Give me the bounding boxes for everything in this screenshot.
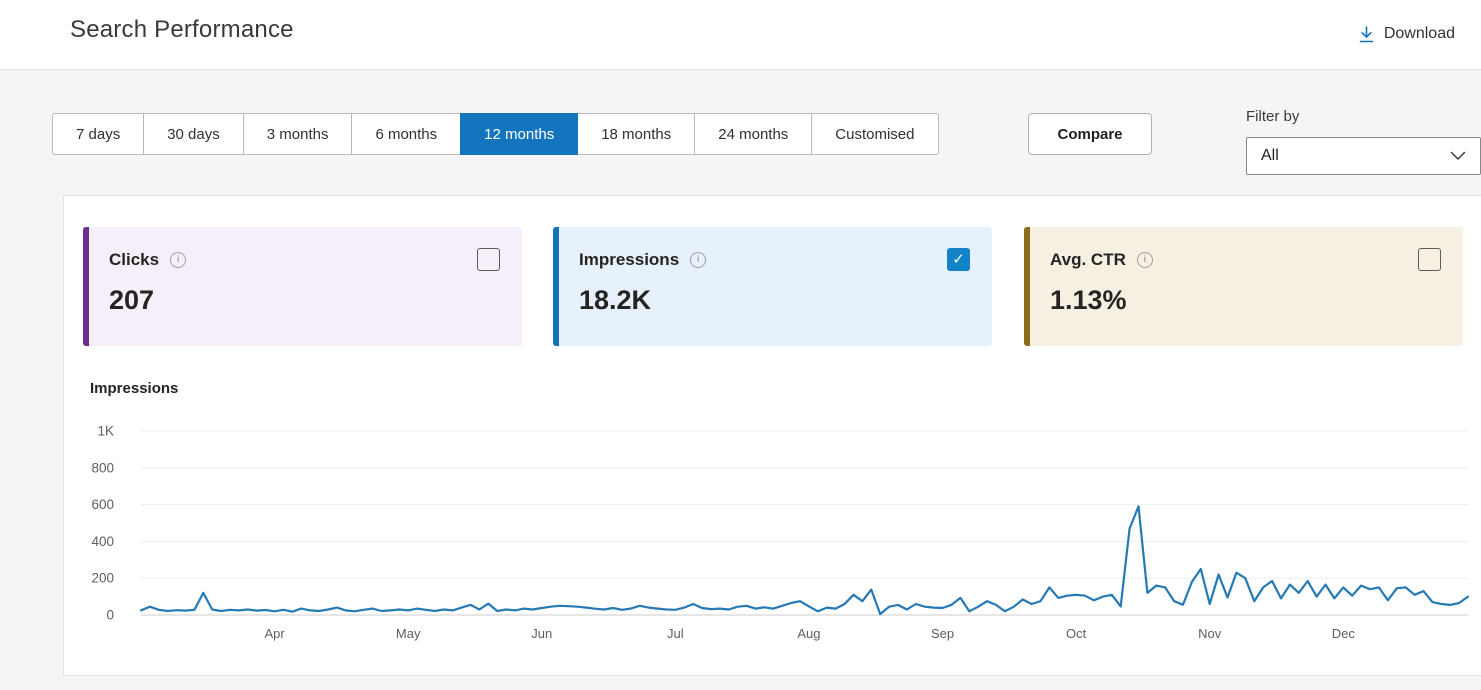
y-tick-label: 0	[106, 608, 114, 623]
avg-ctr-label-row: Avg. CTR i	[1050, 250, 1153, 270]
y-tick-label: 600	[91, 497, 114, 512]
tab-30-days[interactable]: 30 days	[143, 113, 244, 155]
compare-button[interactable]: Compare	[1028, 113, 1152, 155]
x-tick-label: Apr	[264, 626, 285, 641]
y-tick-label: 1K	[97, 424, 114, 439]
impressions-card: Impressions i ✓ 18.2K	[553, 227, 992, 346]
x-tick-label: May	[396, 626, 421, 641]
chevron-down-icon	[1450, 151, 1466, 161]
clicks-value: 207	[109, 285, 155, 315]
x-tick-label: Dec	[1332, 626, 1356, 641]
y-tick-label: 800	[91, 460, 114, 475]
tab-7-days[interactable]: 7 days	[52, 113, 145, 155]
download-label: Download	[1383, 25, 1455, 42]
impressions-value: 18.2K	[579, 285, 652, 315]
clicks-label: Clicks	[109, 250, 160, 269]
tab-3-months[interactable]: 3 months	[242, 113, 353, 155]
tab-18-months[interactable]: 18 months	[577, 113, 696, 155]
avg-ctr-label: Avg. CTR	[1050, 250, 1126, 269]
clicks-checkbox[interactable]	[477, 248, 500, 271]
tab-12-months[interactable]: 12 months	[460, 113, 579, 155]
tab-24-months[interactable]: 24 months	[694, 113, 813, 155]
download-icon	[1359, 25, 1374, 43]
metrics-panel: Clicks i 207 Impressions i ✓ 18.2K Avg. CTR i 1.1…	[63, 195, 1481, 676]
avg-ctr-value: 1.13%	[1050, 285, 1127, 315]
page-header: Search Performance Download	[0, 0, 1481, 70]
impressions-label: Impressions	[579, 250, 680, 269]
x-tick-label: Aug	[797, 626, 820, 641]
download-button[interactable]: Download	[1359, 17, 1455, 51]
filter-dropdown[interactable]: All	[1246, 137, 1481, 175]
info-icon: i	[170, 252, 187, 268]
avg-ctr-card: Avg. CTR i 1.13%	[1024, 227, 1463, 346]
x-tick-label: Oct	[1066, 626, 1087, 641]
tab-6-months[interactable]: 6 months	[351, 113, 462, 155]
x-tick-label: Nov	[1198, 626, 1222, 641]
chart-title: Impressions	[90, 380, 179, 397]
impressions-chart: 0 200 400 600 800 1K Apr May Jun Jul Aug Sep Oct Nov D…	[91, 424, 1470, 641]
impressions-accent-bar	[553, 227, 559, 346]
impressions-line-series	[139, 505, 1470, 616]
x-tick-label: Sep	[931, 626, 954, 641]
avg-ctr-checkbox[interactable]	[1418, 248, 1441, 271]
filter-by-label: Filter by	[1246, 108, 1300, 125]
date-range-tabs: 7 days 30 days 3 months 6 months 12 months 18…	[52, 113, 939, 155]
impressions-label-row: Impressions i	[579, 250, 707, 270]
y-tick-label: 200	[91, 571, 114, 586]
x-tick-label: Jul	[667, 626, 684, 641]
x-tick-label: Jun	[531, 626, 552, 641]
page-title: Search Performance	[70, 16, 294, 43]
filter-dropdown-value: All	[1261, 147, 1279, 164]
info-icon: i	[690, 252, 707, 268]
y-tick-label: 400	[91, 534, 114, 549]
clicks-label-row: Clicks i	[109, 250, 187, 270]
clicks-accent-bar	[83, 227, 89, 346]
clicks-card: Clicks i 207	[83, 227, 522, 346]
info-icon: i	[1136, 252, 1153, 268]
impressions-checkbox[interactable]: ✓	[947, 248, 970, 271]
tab-customised[interactable]: Customised	[811, 113, 939, 155]
avg-ctr-accent-bar	[1024, 227, 1030, 346]
